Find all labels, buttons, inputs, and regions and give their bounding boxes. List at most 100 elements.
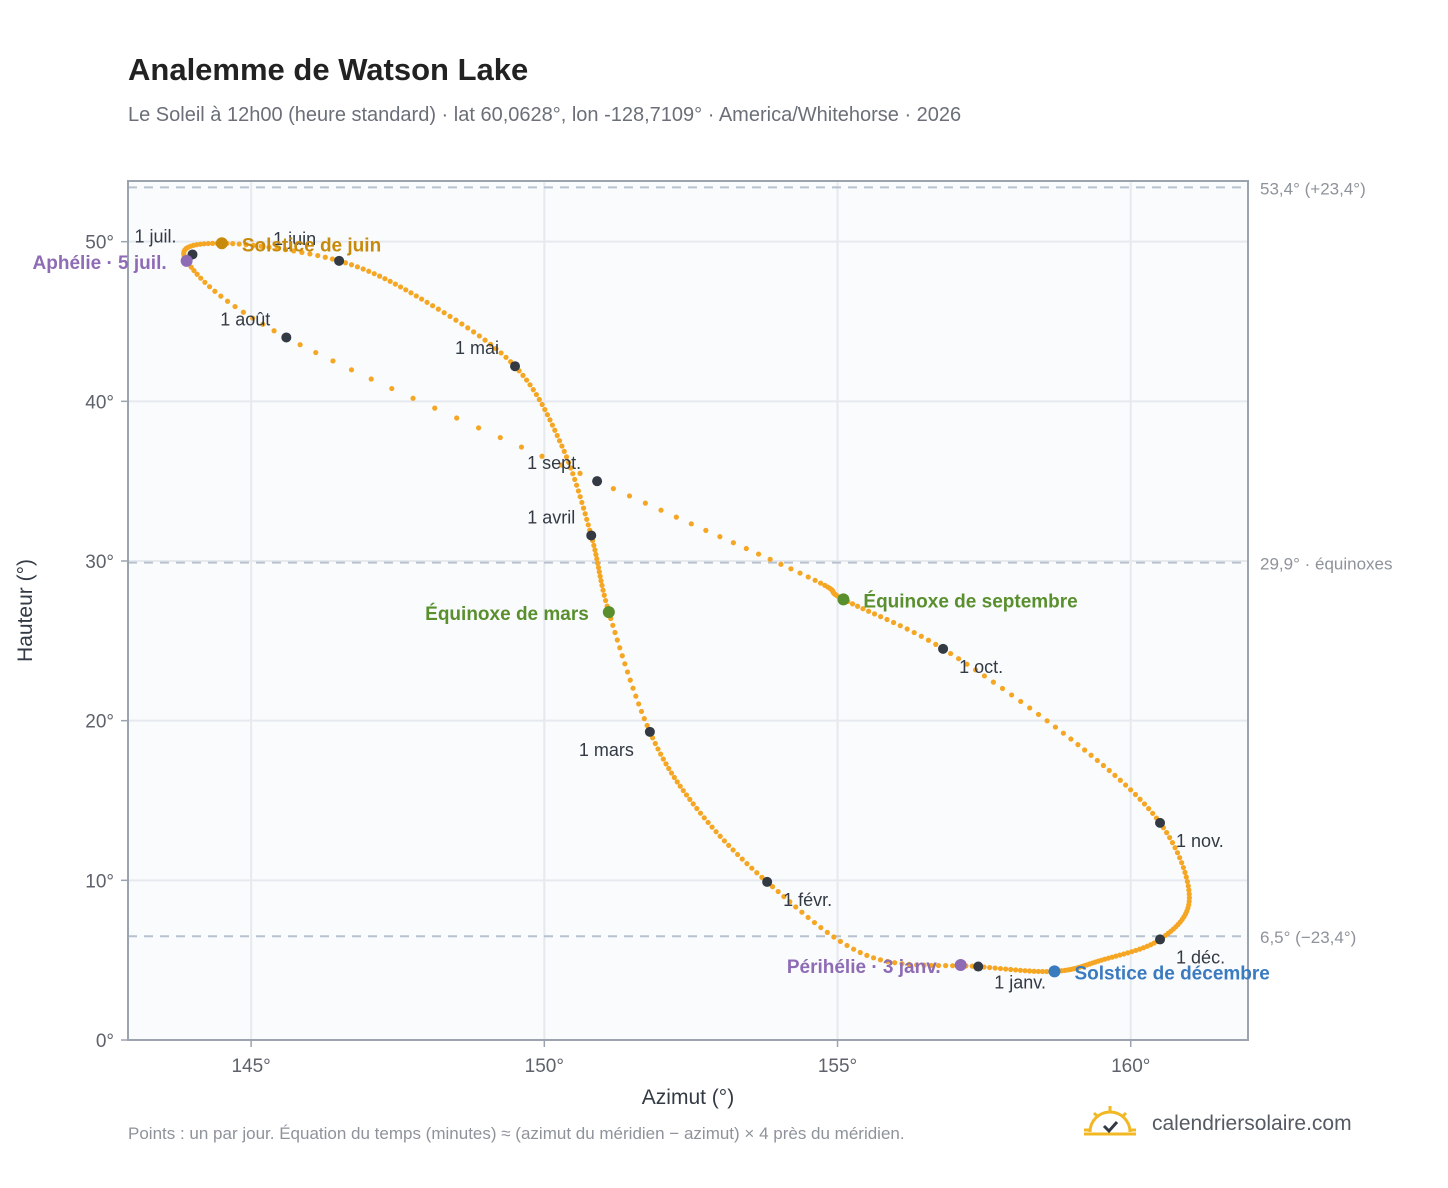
- daily-point: [291, 248, 297, 254]
- daily-point: [904, 626, 910, 632]
- daily-point: [1039, 968, 1046, 975]
- daily-point: [387, 278, 393, 284]
- daily-point: [705, 819, 711, 826]
- daily-point: [1183, 874, 1189, 880]
- daily-point: [743, 545, 749, 552]
- daily-point: [769, 884, 776, 890]
- daily-point: [717, 534, 723, 540]
- daily-point: [744, 861, 750, 867]
- daily-point: [899, 961, 905, 967]
- daily-point: [652, 740, 658, 747]
- event-label: Périhélie · 3 janv.: [787, 957, 941, 978]
- daily-point: [584, 516, 590, 522]
- daily-point: [644, 722, 650, 729]
- daily-point: [600, 587, 606, 593]
- daily-point: [524, 377, 530, 383]
- daily-point: [687, 796, 693, 802]
- daily-point: [614, 637, 620, 643]
- daily-point: [1106, 767, 1112, 774]
- daily-point: [943, 963, 949, 969]
- event-label: Solstice de décembre: [1074, 963, 1269, 984]
- daily-point: [638, 708, 645, 715]
- daily-point: [1035, 711, 1042, 718]
- daily-point: [366, 268, 372, 274]
- daily-point: [585, 522, 591, 528]
- daily-point: [297, 342, 303, 348]
- daily-point: [981, 673, 987, 679]
- daily-point: [413, 293, 419, 299]
- daily-point: [673, 514, 679, 520]
- daily-point: [563, 454, 570, 460]
- daily-point: [536, 396, 542, 403]
- daily-point: [817, 580, 824, 586]
- daily-point: [482, 337, 488, 343]
- daily-point: [730, 847, 736, 853]
- daily-point: [878, 614, 884, 620]
- daily-point: [1146, 806, 1152, 812]
- month-label: 1 mars: [579, 740, 634, 760]
- month-marker: [592, 476, 603, 487]
- daily-point: [601, 592, 607, 598]
- daily-point: [596, 569, 602, 575]
- daily-point: [1169, 840, 1176, 846]
- daily-point: [594, 556, 600, 562]
- daily-point: [1018, 698, 1024, 705]
- daily-point: [1141, 801, 1148, 807]
- daily-point: [610, 486, 616, 492]
- y-tick-label: 0°: [96, 1031, 114, 1052]
- daily-point: [1128, 787, 1134, 793]
- event-label: Équinoxe de septembre: [863, 590, 1077, 612]
- daily-point: [1122, 782, 1129, 788]
- daily-point: [230, 241, 236, 247]
- reference-line-label: 6,5° (−23,4°): [1260, 928, 1356, 947]
- daily-point: [617, 645, 623, 651]
- daily-point: [549, 422, 555, 428]
- daily-point: [1026, 968, 1033, 974]
- daily-point: [775, 888, 781, 895]
- daily-point: [636, 701, 642, 707]
- month-label: 1 févr.: [783, 890, 832, 910]
- month-label: 1 oct.: [959, 657, 1003, 677]
- daily-point: [360, 266, 366, 272]
- daily-point: [377, 273, 383, 279]
- y-axis-label: Hauteur (°): [14, 559, 37, 662]
- daily-point: [921, 962, 927, 968]
- daily-point: [824, 929, 830, 935]
- daily-point: [1013, 967, 1019, 973]
- y-tick-label: 40°: [85, 392, 114, 413]
- daily-point: [1060, 730, 1066, 736]
- daily-point: [897, 623, 903, 629]
- daily-point: [447, 313, 453, 319]
- month-marker: [938, 643, 949, 654]
- daily-point: [811, 919, 818, 926]
- daily-point: [1027, 705, 1033, 711]
- daily-point: [788, 566, 794, 572]
- brand[interactable]: calendriersolaire.com: [1082, 1104, 1352, 1144]
- daily-point: [754, 870, 760, 876]
- daily-point: [498, 350, 504, 356]
- daily-point: [997, 965, 1004, 972]
- daily-point: [382, 276, 388, 282]
- month-marker: [973, 961, 984, 972]
- month-label: 1 juin: [273, 229, 316, 249]
- plot-area: [128, 181, 1248, 1040]
- daily-point: [397, 284, 404, 290]
- month-label: 1 avril: [527, 507, 575, 527]
- daily-point: [577, 470, 583, 476]
- daily-point: [1182, 869, 1188, 875]
- daily-point: [655, 746, 661, 752]
- daily-point: [851, 946, 857, 952]
- daily-point: [844, 942, 850, 949]
- daily-point: [992, 965, 998, 971]
- daily-point: [432, 405, 438, 411]
- daily-point: [503, 354, 509, 360]
- daily-point: [218, 293, 224, 299]
- daily-point: [987, 964, 993, 971]
- daily-point: [630, 685, 636, 691]
- month-label: 1 août: [220, 309, 270, 329]
- daily-point: [805, 914, 811, 921]
- daily-point: [198, 275, 204, 281]
- daily-point: [201, 241, 207, 247]
- daily-point: [574, 482, 580, 488]
- daily-point: [547, 417, 553, 423]
